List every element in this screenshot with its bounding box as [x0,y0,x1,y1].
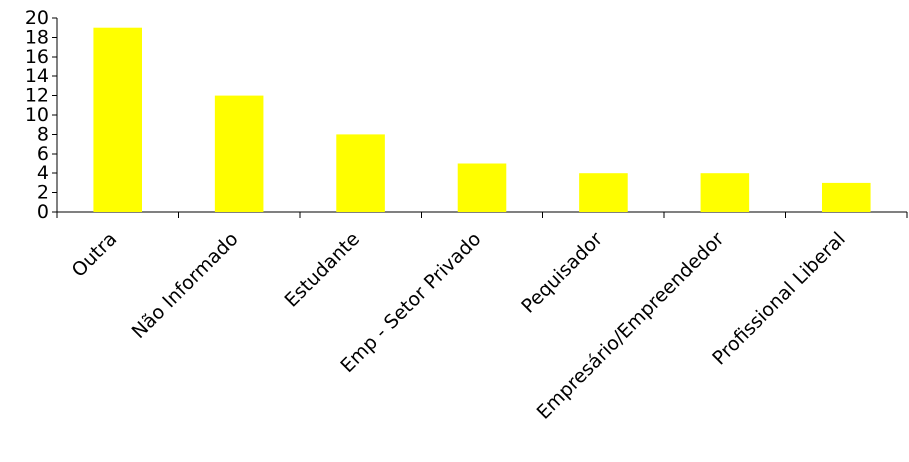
bar [457,163,507,212]
bar [822,182,871,212]
y-tick-label: 10 [25,104,49,126]
bars [93,27,871,213]
bar [336,134,385,212]
bar [93,27,142,213]
bar [214,95,264,212]
y-tick-label: 18 [25,26,49,48]
y-tick-label: 0 [37,201,49,223]
y-tick-label: 6 [37,143,49,165]
y-tick-label: 20 [25,7,49,29]
x-tick-label: Outra [68,228,122,282]
bar [700,173,750,212]
bar [579,173,628,212]
y-tick-label: 2 [37,182,49,204]
y-tick-label: 14 [25,65,49,87]
x-tick-label: Emp - Setor Privado [336,228,485,377]
y-tick-label: 12 [25,85,49,107]
y-tick-label: 16 [25,46,49,68]
y-tick-label: 4 [37,162,49,184]
x-tick-label: Pequisador [517,228,607,318]
y-tick-label: 8 [37,123,49,145]
x-tick-label: Não Informado [128,228,243,343]
x-tick-label: Estudante [280,228,364,312]
x-tick-label: Profissional Liberal [708,228,850,370]
